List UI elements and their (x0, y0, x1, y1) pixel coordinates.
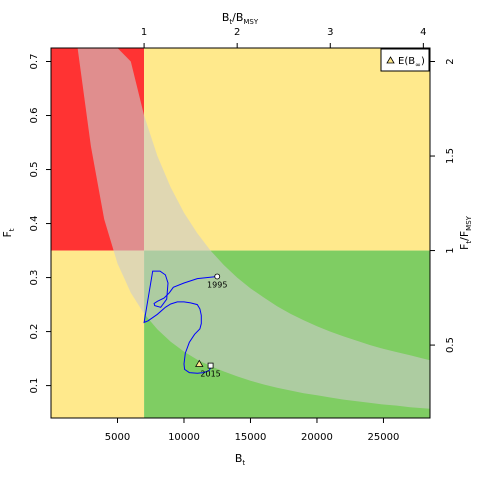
y-tick-label: 0.1 (29, 378, 40, 394)
confidence-band (77, 48, 430, 409)
y-axis-title-sub: t (8, 228, 16, 231)
legend-label-close: ) (421, 56, 425, 67)
right-axis-title-sub2: MSY (465, 215, 473, 230)
right-tick-label: 0.5 (445, 337, 456, 353)
right-axis-title-base: F (458, 244, 471, 250)
trajectory-line (143, 270, 218, 374)
x-axis-title-sub: t (242, 459, 245, 467)
right-axis-title-sep: / (458, 237, 471, 241)
top-tick-label: 1 (141, 27, 147, 38)
x-tick-label: 15000 (235, 432, 267, 443)
right-tick-label: 1.5 (445, 148, 456, 164)
top-tick-label: 3 (327, 27, 333, 38)
x-tick-label: 5000 (105, 432, 130, 443)
y-tick-label: 0.7 (29, 54, 40, 70)
right-axis-title-base2: F (458, 231, 471, 237)
y-axis-title: Ft (1, 228, 16, 237)
y-axis-title-base: F (1, 231, 14, 237)
y-tick-label: 0.3 (29, 270, 40, 286)
top-tick-label: 2 (234, 27, 240, 38)
right-tick-label: 2 (445, 58, 456, 64)
legend: E(B∞) (380, 48, 430, 72)
x-tick-label: 10000 (168, 432, 200, 443)
y-tick-label: 0.4 (29, 216, 40, 232)
legend-box (380, 48, 430, 72)
right-tick-label: 1 (445, 247, 456, 253)
right-axis-title-sub: t (465, 241, 473, 244)
y-tick-label: 0.2 (29, 324, 40, 340)
x-tick-label: 20000 (301, 432, 333, 443)
legend-label-base: E(B (398, 56, 415, 67)
legend-label-sub: ∞ (415, 61, 421, 69)
year-label: 1995 (207, 280, 227, 289)
y-tick-label: 0.5 (29, 162, 40, 178)
x-tick-label: 25000 (368, 432, 400, 443)
top-axis-title: Bt/BMSY (222, 11, 259, 26)
top-axis-title-base: B (222, 11, 230, 24)
top-tick-label: 4 (420, 27, 426, 38)
legend-label: E(B∞) (398, 56, 425, 69)
expected-equilibrium-marker (195, 359, 204, 367)
top-axis-title-sub2: MSY (243, 18, 258, 26)
right-axis-title: Ft/FMSY (458, 215, 473, 250)
quadrant-overfishing-only (144, 48, 430, 251)
year-label: 2015 (200, 370, 220, 379)
legend-triangle-icon (386, 56, 395, 64)
x-axis-title-base: B (235, 452, 243, 465)
start-year-marker (214, 273, 221, 280)
x-axis-title: Bt (235, 452, 246, 467)
top-axis-title-base2: B (236, 11, 244, 24)
plot-frame (50, 47, 431, 419)
top-axis-title-sub: t (229, 18, 232, 26)
end-year-marker (207, 362, 214, 369)
y-tick-label: 0.6 (29, 108, 40, 124)
top-axis-title-sep: / (232, 11, 236, 24)
